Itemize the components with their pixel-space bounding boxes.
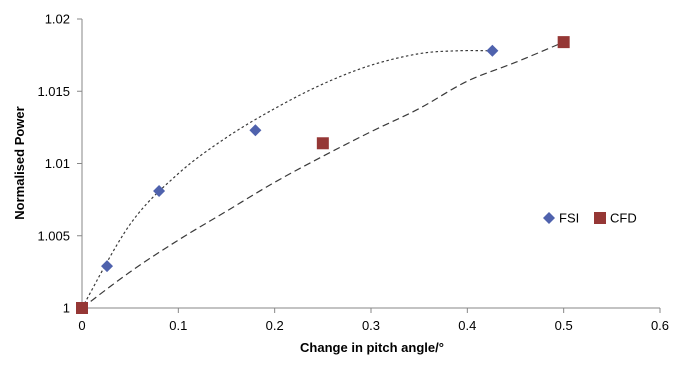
data-points [76, 36, 570, 314]
y-tick-label: 1.02 [45, 12, 70, 27]
x-tick-label: 0.6 [651, 318, 669, 333]
data-point-fsi [486, 44, 499, 57]
legend-label-fsi: FSI [559, 211, 579, 226]
y-tick-labels: 1 1.005 1.01 1.015 1.02 [37, 12, 70, 316]
legend-marker-cfd [594, 212, 606, 224]
y-tick-label: 1.005 [37, 228, 70, 243]
x-axis-title: Change in pitch angle/° [300, 340, 444, 355]
x-tick-label: 0.2 [266, 318, 284, 333]
legend-marker-fsi [543, 212, 555, 224]
trendline-fsi [81, 49, 493, 309]
x-tick-label: 0.3 [362, 318, 380, 333]
y-tick-label: 1.01 [45, 156, 70, 171]
data-point-fsi [249, 124, 262, 137]
x-tick-label: 0.5 [555, 318, 573, 333]
x-tick-label: 0.4 [458, 318, 476, 333]
legend-label-cfd: CFD [610, 211, 637, 226]
y-tick-label: 1.015 [37, 84, 70, 99]
data-point-fsi [153, 184, 166, 197]
data-point-cfd [316, 137, 329, 150]
x-tick-label: 0.1 [169, 318, 187, 333]
data-point-cfd [557, 36, 570, 49]
legend: FSI CFD [543, 211, 637, 226]
y-axis-title: Normalised Power [12, 106, 27, 219]
data-point-cfd [76, 302, 88, 314]
x-tick-label: 0 [78, 318, 85, 333]
x-tick-labels: 0 0.1 0.2 0.3 0.4 0.5 0.6 [78, 318, 669, 333]
y-tick-label: 1 [63, 301, 70, 316]
trendline-cfd [81, 41, 564, 309]
data-point-fsi [101, 260, 114, 273]
axes [77, 18, 661, 313]
trendlines [81, 41, 564, 309]
